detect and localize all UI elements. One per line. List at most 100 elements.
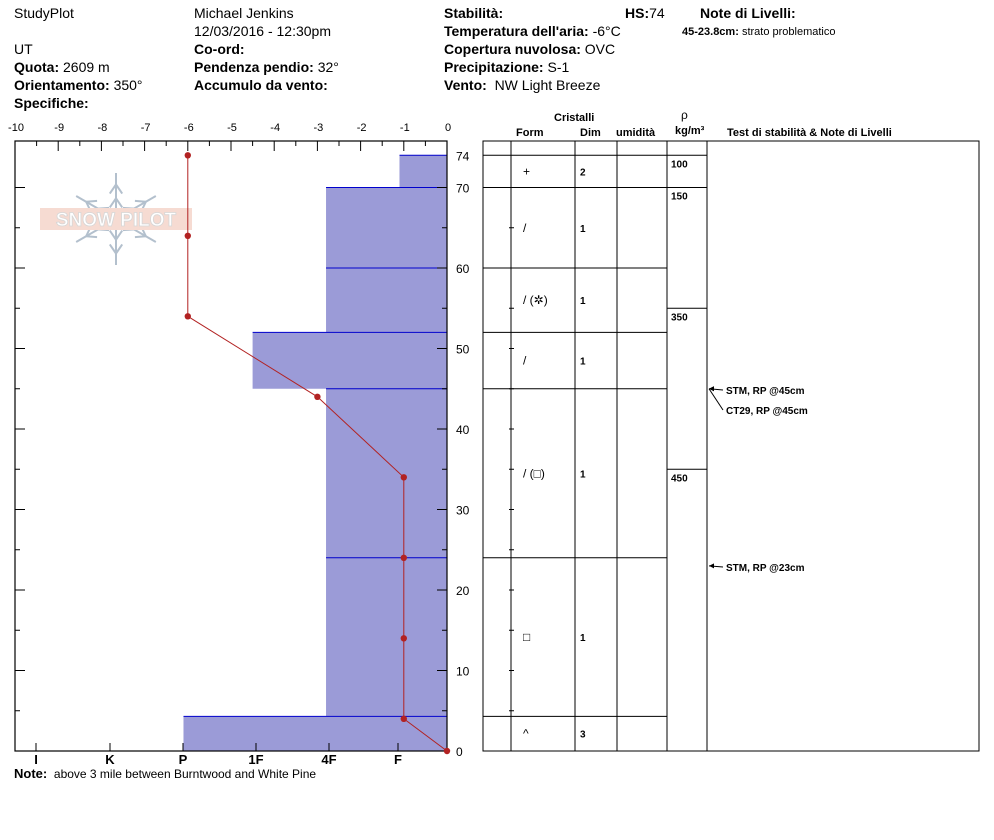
temp-tick-label: -9 bbox=[54, 122, 64, 134]
precipitation: Precipitazione: S-1 bbox=[444, 59, 569, 75]
snowflake-branch bbox=[115, 243, 124, 255]
observer: Michael Jenkins bbox=[194, 5, 294, 21]
height-tick-label: 50 bbox=[456, 343, 470, 357]
layer-grain-form: / (□) bbox=[523, 466, 545, 480]
hardness-bar bbox=[252, 332, 447, 389]
layer-grain-form: + bbox=[523, 164, 530, 178]
density-value: 100 bbox=[671, 159, 688, 170]
hardness-label: 1F bbox=[248, 752, 263, 767]
cloud-value: OVC bbox=[584, 41, 616, 57]
layer-grain-size: 1 bbox=[580, 357, 586, 368]
cloud-label: Copertura nuvolosa: bbox=[444, 41, 581, 57]
snowflake-branch bbox=[108, 243, 117, 255]
layer-table-frame bbox=[482, 140, 980, 752]
height-tick-label: 30 bbox=[456, 504, 470, 518]
hs-label: HS: bbox=[625, 5, 650, 21]
hardness-bar bbox=[326, 187, 447, 268]
temperature-point bbox=[400, 474, 407, 481]
cloud-cover: Copertura nuvolosa: OVC bbox=[444, 41, 615, 57]
slope: Pendenza pendio: 32° bbox=[194, 59, 339, 75]
test-arrowhead bbox=[709, 563, 714, 569]
app-name: StudyPlot bbox=[14, 5, 74, 21]
precip-label: Precipitazione: bbox=[444, 59, 544, 75]
wind-value: NW Light Breeze bbox=[494, 77, 601, 93]
layer-note: 45-23.8cm: strato problematico bbox=[682, 24, 835, 40]
hardness-bar bbox=[326, 388, 447, 558]
note-text: above 3 mile between Burntwood and White… bbox=[53, 767, 317, 781]
height-tick-label: 10 bbox=[456, 665, 470, 679]
elevation-label: Quota: bbox=[14, 59, 60, 75]
height-tick-label: 40 bbox=[456, 423, 470, 437]
wind-label: Vento: bbox=[444, 77, 487, 93]
stability-label: Stabilità: bbox=[444, 5, 504, 21]
height-tick-label: 60 bbox=[456, 262, 470, 276]
layer-note-range: 45-23.8cm: bbox=[682, 26, 739, 38]
density-value: 350 bbox=[671, 312, 688, 323]
temp-tick-label: -4 bbox=[270, 122, 280, 134]
wind-loading-label: Accumulo da vento: bbox=[194, 77, 328, 93]
hardness-label: I bbox=[34, 752, 38, 767]
air-temp-value: -6°C bbox=[592, 23, 621, 39]
logo-banner bbox=[40, 208, 192, 230]
temperature-point bbox=[400, 715, 407, 722]
snowpilot-logo: SNOW PILOT bbox=[40, 173, 192, 265]
elevation-value: 2609 m bbox=[63, 59, 110, 75]
hardness-label: F bbox=[394, 752, 402, 767]
hardness-bar bbox=[399, 155, 447, 188]
temp-tick-label: -2 bbox=[357, 122, 367, 134]
aspect: Orientamento: 350° bbox=[14, 77, 143, 93]
test-note: STM, RP @45cm bbox=[726, 386, 805, 397]
elevation: Quota: 2609 m bbox=[14, 59, 110, 75]
temperature-point bbox=[314, 393, 321, 400]
logo-text: SNOW PILOT bbox=[56, 210, 177, 231]
layer-grain-size: 1 bbox=[580, 633, 586, 644]
temp-tick-label: -1 bbox=[400, 122, 410, 134]
height-top-label: 74 bbox=[456, 149, 470, 163]
density-symbol: ρ bbox=[681, 108, 688, 122]
temp-tick-label: -7 bbox=[141, 122, 151, 134]
layer-grain-size: 1 bbox=[580, 469, 586, 480]
snowflake-branch bbox=[115, 183, 124, 195]
test-pointer bbox=[708, 388, 724, 411]
precip-value: S-1 bbox=[547, 59, 570, 75]
layer-grain-size: 3 bbox=[580, 730, 586, 741]
layer-note-text: strato problematico bbox=[741, 26, 836, 38]
temperature-point bbox=[184, 313, 191, 320]
height-tick-label: 0 bbox=[456, 745, 463, 759]
footer-note: Note: above 3 mile between Burntwood and… bbox=[14, 766, 316, 782]
temp-tick-label: -3 bbox=[314, 122, 324, 134]
height-tick-label: 20 bbox=[456, 584, 470, 598]
temperature-point bbox=[184, 152, 191, 159]
note-label: Note: bbox=[14, 766, 48, 781]
hardness-bar bbox=[326, 557, 447, 717]
temp-tick-label: -5 bbox=[227, 122, 237, 134]
snowflake-branch bbox=[86, 235, 98, 239]
density-value: 450 bbox=[671, 473, 688, 484]
slope-value: 32° bbox=[317, 59, 339, 75]
coord-label: Co-ord: bbox=[194, 41, 245, 57]
hardness-bar bbox=[183, 716, 448, 751]
temp-tick-label: -10 bbox=[8, 122, 24, 134]
hardness-bar bbox=[326, 268, 447, 333]
test-note: STM, RP @23cm bbox=[726, 563, 805, 574]
temperature-point bbox=[400, 635, 407, 642]
wind: Vento: NW Light Breeze bbox=[444, 77, 600, 93]
layer-grain-size: 2 bbox=[580, 167, 586, 178]
dim-header: Dim bbox=[580, 127, 601, 139]
test-arrowhead bbox=[709, 386, 714, 392]
tests-header: Test di stabilità & Note di Livelli bbox=[727, 127, 892, 139]
temperature-point bbox=[184, 232, 191, 239]
hs-value: 74 bbox=[649, 5, 665, 21]
layer-grain-form: ^ bbox=[523, 727, 529, 741]
test-note: CT29, RP @45cm bbox=[726, 406, 808, 417]
layer-grain-form: / bbox=[523, 221, 527, 235]
layer-notes-label: Note di Livelli: bbox=[700, 5, 796, 21]
height-tick-label: 70 bbox=[456, 182, 470, 196]
snowflake-branch bbox=[134, 199, 146, 203]
layer-grain-size: 1 bbox=[580, 296, 586, 307]
snowflake-branch bbox=[115, 197, 124, 208]
snowflake-branch bbox=[86, 199, 98, 203]
density-unit: kg/m³ bbox=[675, 125, 705, 137]
crystals-header: Cristalli bbox=[554, 112, 595, 124]
